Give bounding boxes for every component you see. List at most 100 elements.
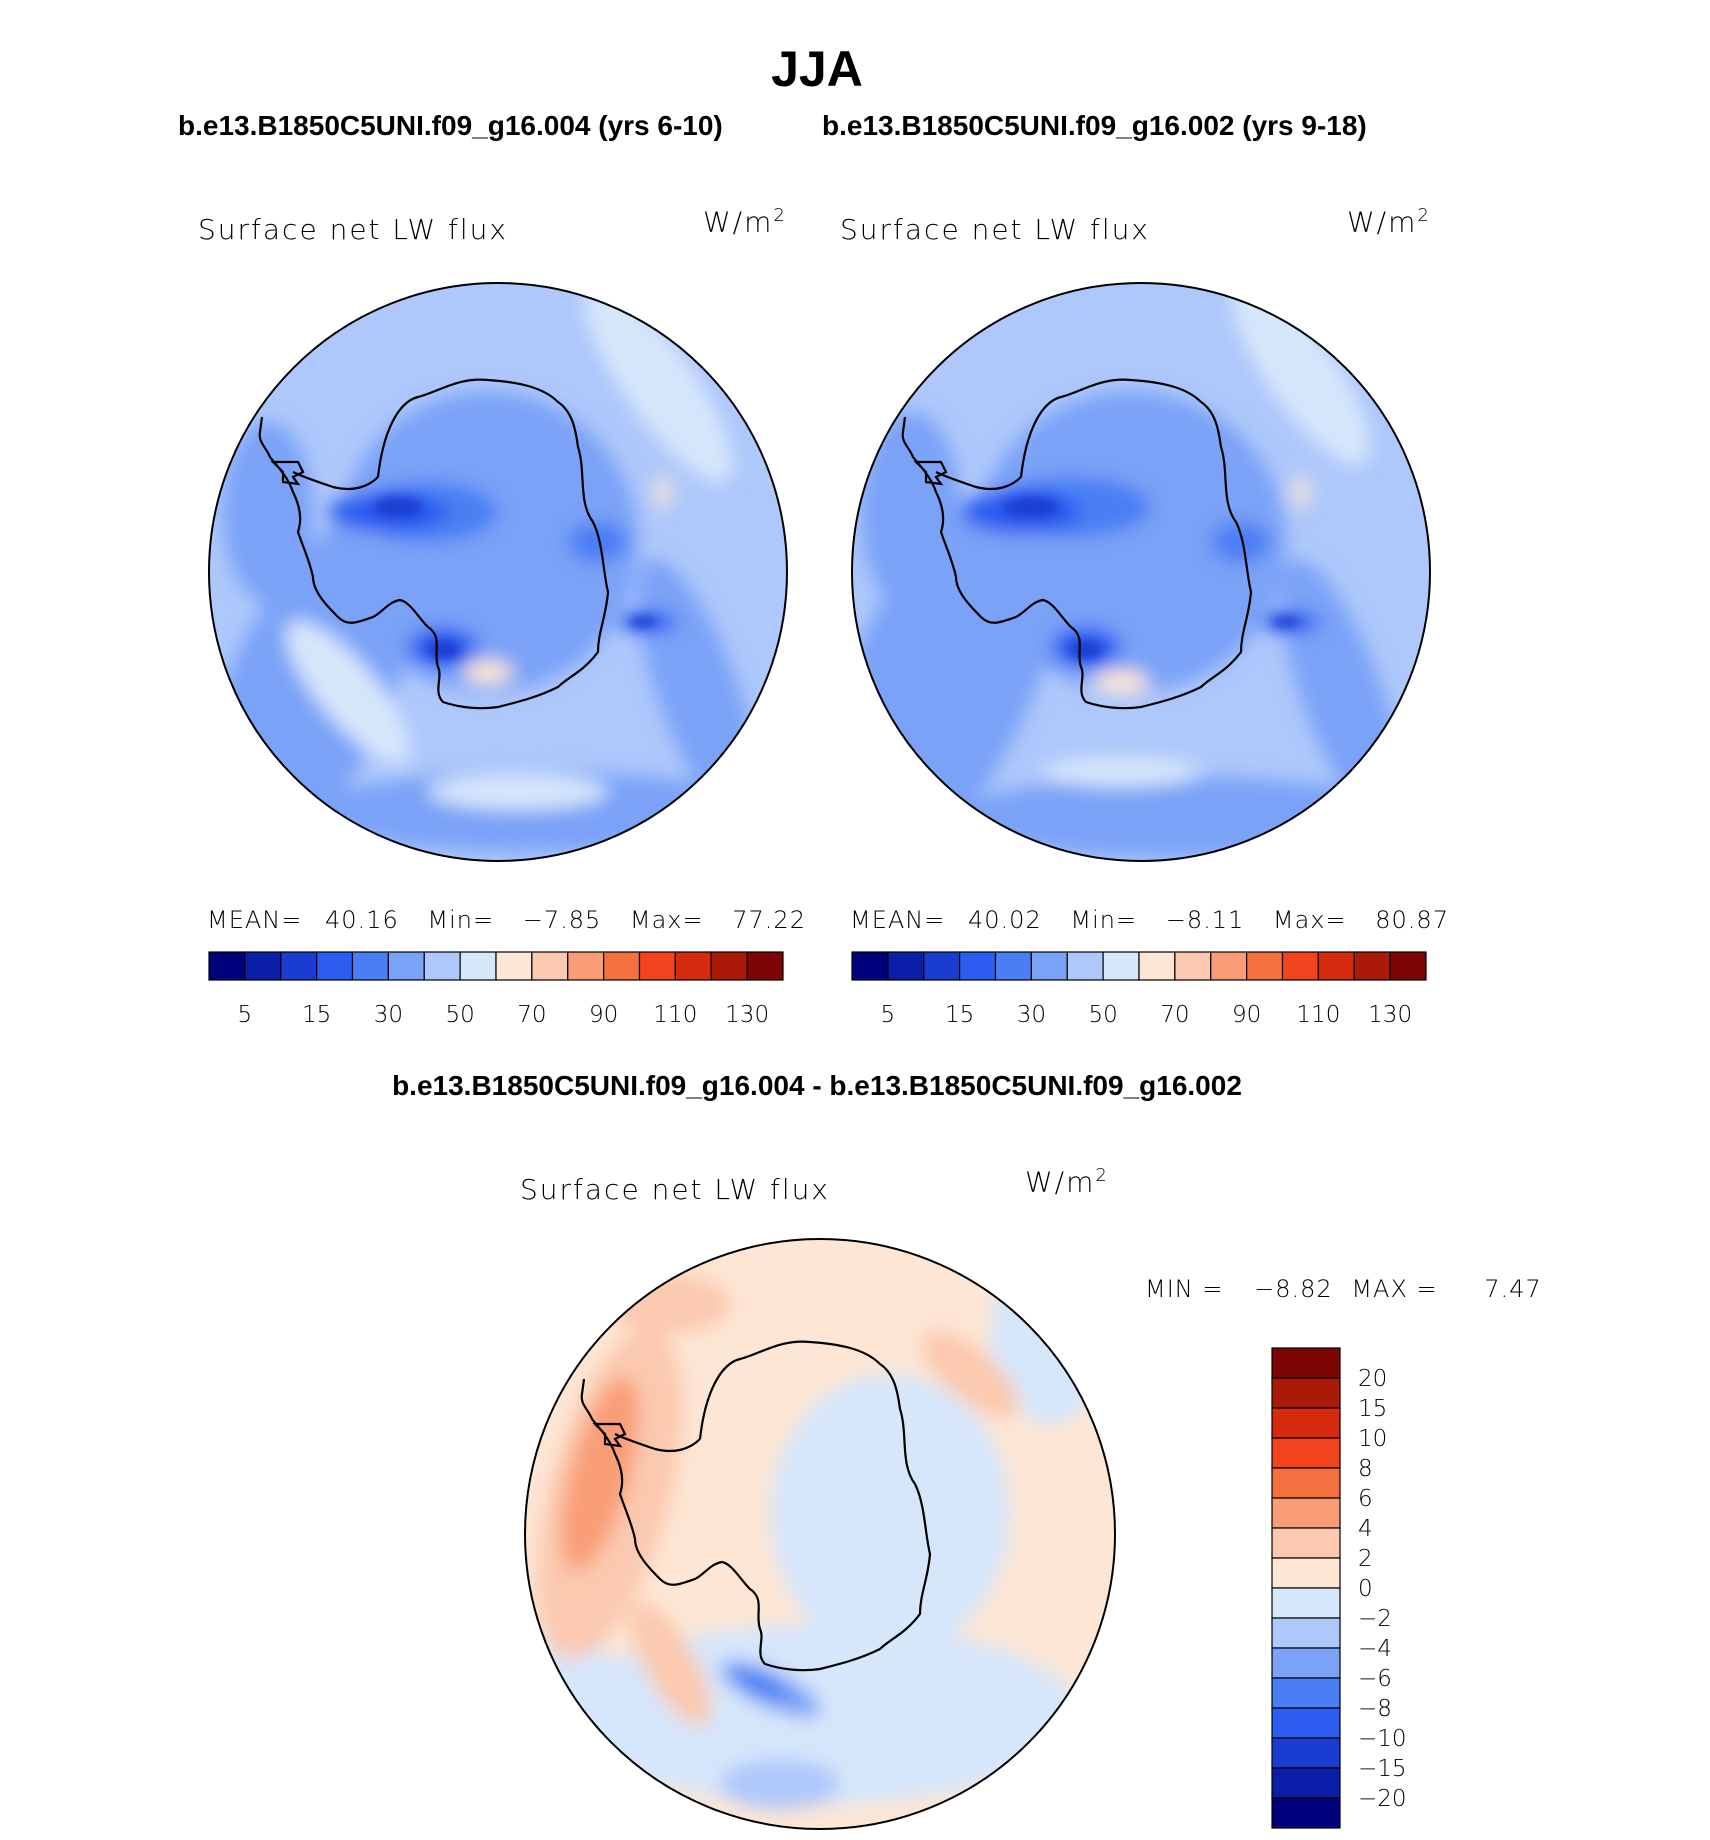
panel3-max-value: 7.47 <box>1484 1275 1542 1303</box>
panel1-colorbar-box-9 <box>531 951 569 981</box>
panel2-mean-value: 40.02 <box>968 906 1042 934</box>
panel3-colorbar-tick-label: −6 <box>1358 1666 1392 1692</box>
panel1-map <box>208 282 788 862</box>
panel2-colorbar-tick-label: 50 <box>1088 1002 1117 1028</box>
panel3-min-label: MIN = <box>1145 1275 1224 1303</box>
panel1-min-value: −7.85 <box>522 906 602 934</box>
panel2-colorbar-box-14 <box>1353 951 1391 981</box>
panel1-colorbar-box-12 <box>638 951 676 981</box>
panel2-colorbar-box-1 <box>887 951 925 981</box>
panel1-units-exp: 2 <box>773 205 787 226</box>
panel3-colorbar-tick-label: 20 <box>1358 1366 1387 1392</box>
panel3-min-value: −8.82 <box>1254 1275 1333 1303</box>
panel2-units: W/m2 <box>1347 205 1431 238</box>
panel2-colorbar-box-6 <box>1066 951 1104 981</box>
panel3-colorbar-tick-label: −15 <box>1358 1756 1407 1782</box>
panel3-colorbar-box-11 <box>1271 1677 1341 1709</box>
panel2-colorbar-box-12 <box>1281 951 1319 981</box>
panel3-colorbar-box-8 <box>1271 1587 1341 1619</box>
panel2-colorbar-box-15 <box>1389 951 1427 981</box>
panel2-units-exp: 2 <box>1417 205 1431 226</box>
subtitle-left: b.e13.B1850C5UNI.f09_g16.004 (yrs 6-10) <box>178 110 723 141</box>
panel1-colorbar-box-10 <box>567 951 605 981</box>
panel3-colorbar-tick-label: 2 <box>1358 1546 1373 1572</box>
panel1-colorbar-tick-label: 70 <box>517 1002 546 1028</box>
panel2-colorbar-box-8 <box>1138 951 1176 981</box>
panel1-colorbar-tick-label: 30 <box>374 1002 403 1028</box>
panel2-colorbar-box-9 <box>1174 951 1212 981</box>
panel1-max-value: 77.22 <box>732 906 806 934</box>
panel3-variable-label: Surface net LW flux <box>520 1173 830 1206</box>
panel1-colorbar-tick-label: 130 <box>725 1002 769 1028</box>
panel1-colorbar-box-1 <box>244 951 282 981</box>
panel1-units: W/m2 <box>703 205 787 238</box>
panel1-colorbar-box-11 <box>603 951 641 981</box>
panel3-colorbar-tick-label: 4 <box>1358 1516 1373 1542</box>
panel3-colorbar-box-15 <box>1271 1797 1341 1829</box>
panel2-colorbar-box-10 <box>1210 951 1248 981</box>
panel1-units-base: W/m <box>703 205 774 239</box>
panel3-colorbar-box-1 <box>1271 1377 1341 1409</box>
panel1-colorbar-box-15 <box>746 951 784 981</box>
panel3-colorbar-box-9 <box>1271 1617 1341 1649</box>
panel2-colorbar-tick-label: 5 <box>881 1002 896 1028</box>
panel3-colorbar-box-3 <box>1271 1437 1341 1469</box>
panel3-colorbar-tick-label: −2 <box>1358 1606 1392 1632</box>
panel1-max-label: Max= <box>629 906 704 934</box>
difference-title: b.e13.B1850C5UNI.f09_g16.004 - b.e13.B18… <box>392 1070 1242 1101</box>
panel2-colorbar-tick-label: 90 <box>1232 1002 1261 1028</box>
panel2-max-value: 80.87 <box>1375 906 1449 934</box>
panel2-units-base: W/m <box>1347 205 1418 239</box>
panel3-units: W/m2 <box>1025 1165 1109 1198</box>
panel3-colorbar-tick-label: −10 <box>1358 1726 1407 1752</box>
panel1-colorbar: 5 15 30 50 70 90 110 130 <box>208 951 784 1028</box>
panel3-colorbar-box-4 <box>1271 1467 1341 1499</box>
panel3-colorbar-tick-label: −8 <box>1358 1696 1392 1722</box>
panel1-colorbar-box-3 <box>316 951 354 981</box>
panel1-colorbar-box-5 <box>387 951 425 981</box>
panel3-colorbar-box-10 <box>1271 1647 1341 1679</box>
panel3-colorbar-tick-label: −20 <box>1358 1786 1407 1812</box>
panel3-colorbar-tick-label: −4 <box>1358 1636 1392 1662</box>
panel3-colorbar-box-2 <box>1271 1407 1341 1439</box>
panel2-colorbar-box-0 <box>851 951 889 981</box>
panel1-colorbar-box-6 <box>423 951 461 981</box>
panel3-units-exp: 2 <box>1095 1165 1109 1186</box>
panel2-colorbar: 5 15 30 50 70 90 110 130 <box>851 951 1427 1028</box>
panel3-units-base: W/m <box>1025 1165 1096 1199</box>
panel3-colorbar-tick-label: 8 <box>1358 1456 1373 1482</box>
panel1-colorbar-tick-label: 90 <box>589 1002 618 1028</box>
panel1-mean-value: 40.16 <box>325 906 399 934</box>
panel1-min-label: Min= <box>427 906 495 934</box>
panel2-colorbar-box-13 <box>1317 951 1355 981</box>
panel2-map <box>851 282 1431 862</box>
panel2-colorbar-tick-label: 70 <box>1160 1002 1189 1028</box>
panel1-mean-label: MEAN= <box>207 906 303 934</box>
figure-title: JJA <box>771 41 863 97</box>
panel3-colorbar-box-0 <box>1271 1347 1341 1379</box>
panel2-colorbar-tick-label: 130 <box>1368 1002 1412 1028</box>
panel3-stats: MIN = −8.82 MAX = 7.47 <box>1145 1275 1542 1303</box>
panel1-colorbar-box-0 <box>208 951 246 981</box>
panel3-colorbar-tick-label: 6 <box>1358 1486 1373 1512</box>
panel1-colorbar-box-7 <box>459 951 497 981</box>
panel3-map <box>524 1238 1116 1830</box>
panel2-colorbar-tick-label: 30 <box>1017 1002 1046 1028</box>
panel3-colorbar-tick-label: 0 <box>1358 1576 1373 1602</box>
panel2-mean-label: MEAN= <box>850 906 946 934</box>
panel3-colorbar-box-12 <box>1271 1707 1341 1739</box>
panel2-colorbar-box-11 <box>1246 951 1284 981</box>
panel1-stats: MEAN= 40.16 Min= −7.85 Max= 77.22 <box>207 906 806 934</box>
panel2-min-value: −8.11 <box>1165 906 1245 934</box>
panel1-colorbar-box-8 <box>495 951 533 981</box>
panel2-min-label: Min= <box>1070 906 1138 934</box>
panel1-variable-label: Surface net LW flux <box>198 213 508 246</box>
panel2-variable-label: Surface net LW flux <box>840 213 1150 246</box>
panel3-colorbar-box-7 <box>1271 1557 1341 1589</box>
panel2-stats: MEAN= 40.02 Min= −8.11 Max= 80.87 <box>850 906 1449 934</box>
panel1-colorbar-tick-label: 50 <box>445 1002 474 1028</box>
panel3-colorbar-tick-label: 15 <box>1358 1396 1387 1422</box>
panel2-colorbar-box-7 <box>1102 951 1140 981</box>
